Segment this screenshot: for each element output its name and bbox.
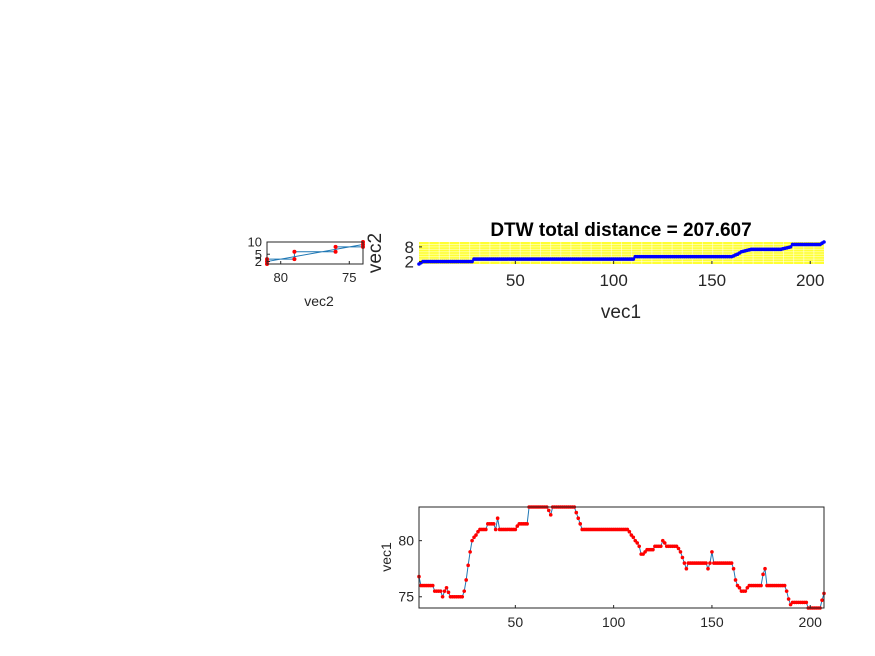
warp-x-tick-label: 150 bbox=[698, 271, 726, 290]
vec1-point bbox=[662, 541, 667, 545]
vec1-point bbox=[440, 594, 445, 599]
vec1-point bbox=[493, 527, 498, 532]
vec1-point bbox=[548, 513, 553, 517]
vec1-point bbox=[678, 550, 683, 554]
warp-x-label: vec1 bbox=[601, 302, 641, 323]
vec1-plot-background bbox=[419, 507, 824, 608]
vec1-point bbox=[651, 547, 655, 552]
vec1-axes-box bbox=[418, 506, 825, 609]
vec1-series-markers bbox=[417, 505, 826, 610]
vec1-point bbox=[682, 561, 687, 565]
vec1-point bbox=[737, 586, 742, 590]
vec1-point bbox=[442, 589, 447, 593]
vec1-point bbox=[786, 597, 791, 601]
vec1-point bbox=[676, 546, 681, 551]
warp-title: DTW total distance = 207.607 bbox=[490, 220, 751, 241]
vec1-point bbox=[659, 544, 663, 549]
vec1-point bbox=[637, 544, 641, 549]
vec1-point bbox=[710, 550, 714, 554]
vec1-point bbox=[460, 594, 465, 599]
warp-plot: 50 100 150 200 28 DTW total distance = 207.… bbox=[365, 220, 826, 323]
vec2-point bbox=[333, 244, 338, 249]
warp-path-markers bbox=[417, 240, 826, 266]
vec1-point bbox=[784, 589, 789, 593]
vec2-y-tick-label: 10 bbox=[248, 235, 262, 250]
warp-x-tick-label: 100 bbox=[599, 271, 627, 290]
vec2-x-label: vec2 bbox=[304, 293, 334, 309]
vec1-point bbox=[574, 510, 579, 515]
vec1-y-tick-label: 75 bbox=[398, 589, 414, 605]
warp-path-point bbox=[822, 240, 826, 244]
vec1-point bbox=[446, 590, 451, 595]
vec1-point bbox=[733, 578, 738, 582]
vec2-point bbox=[333, 249, 338, 254]
vec2-x-tick-label: 75 bbox=[342, 270, 356, 285]
vec1-point bbox=[782, 583, 787, 588]
warp-y-label: vec2 bbox=[365, 233, 386, 273]
vec1-point bbox=[729, 561, 734, 565]
warp-path-point bbox=[788, 245, 793, 249]
vec1-x-tick-label: 150 bbox=[700, 614, 724, 630]
vec1-point bbox=[462, 589, 467, 593]
vec1-point bbox=[706, 566, 710, 571]
vec1-point bbox=[495, 516, 500, 521]
vec1-point bbox=[525, 522, 529, 526]
vec1-point bbox=[466, 563, 470, 568]
warp-y-tick-label: 8 bbox=[405, 238, 414, 257]
warp-x-ticks: 50 100 150 200 bbox=[506, 261, 824, 290]
vec1-point bbox=[513, 527, 518, 532]
vec2-axes-box bbox=[266, 241, 364, 265]
warp-x-tick-label: 50 bbox=[506, 271, 525, 290]
vec1-point bbox=[820, 598, 824, 602]
warp-path-point bbox=[631, 257, 636, 261]
vec1-point bbox=[578, 522, 583, 526]
vec1-point bbox=[468, 550, 472, 554]
vec1-point bbox=[708, 561, 712, 565]
vec2-y-tick-label: 2 bbox=[255, 254, 262, 269]
vec1-point bbox=[680, 555, 685, 560]
vec1-x-tick-label: 200 bbox=[799, 614, 823, 630]
vec1-point bbox=[474, 533, 478, 537]
vec2-point bbox=[292, 249, 297, 254]
vec1-point bbox=[731, 566, 736, 571]
vec1-x-ticks: 50 100 150 200 bbox=[508, 605, 823, 630]
vec2-y-tick-label: 5 bbox=[255, 247, 262, 262]
vec1-point bbox=[438, 589, 443, 593]
vec1-point bbox=[804, 600, 809, 605]
vec1-y-ticks: 75 80 bbox=[398, 533, 422, 605]
vec2-point bbox=[292, 257, 297, 262]
vec1-point bbox=[704, 561, 708, 565]
vec1-point bbox=[430, 583, 435, 588]
vec1-point bbox=[631, 535, 636, 540]
vec1-point bbox=[546, 508, 551, 513]
vec1-y-tick-label: 80 bbox=[398, 533, 414, 549]
warp-x-tick-label: 200 bbox=[796, 271, 824, 290]
vec1-point bbox=[444, 586, 449, 590]
vec1-point bbox=[464, 578, 468, 582]
vec1-x-tick-label: 50 bbox=[508, 614, 524, 630]
vec1-point bbox=[576, 516, 581, 521]
vec1-plot: 50 100 150 200 75 80 vec1 bbox=[378, 505, 826, 630]
vec2-x-ticks: 80 75 bbox=[273, 261, 357, 285]
vec1-point bbox=[484, 527, 488, 532]
vec1-x-tick-label: 100 bbox=[602, 614, 626, 630]
vec2-x-tick-label: 80 bbox=[273, 270, 287, 285]
vec1-point bbox=[761, 572, 765, 577]
vec1-point bbox=[491, 522, 496, 526]
vec1-point bbox=[470, 538, 474, 543]
vec1-point bbox=[763, 566, 767, 571]
warp-y-ticks: 28 bbox=[405, 238, 422, 272]
warp-y-tick-label: 2 bbox=[405, 253, 414, 272]
vec1-point bbox=[743, 589, 748, 593]
vec1-y-label: vec1 bbox=[378, 542, 394, 572]
vec1-point bbox=[759, 583, 763, 588]
vec1-point bbox=[684, 566, 689, 571]
vec1-point bbox=[627, 529, 632, 534]
vec1-point bbox=[635, 541, 640, 545]
warp-path-point bbox=[470, 259, 474, 264]
